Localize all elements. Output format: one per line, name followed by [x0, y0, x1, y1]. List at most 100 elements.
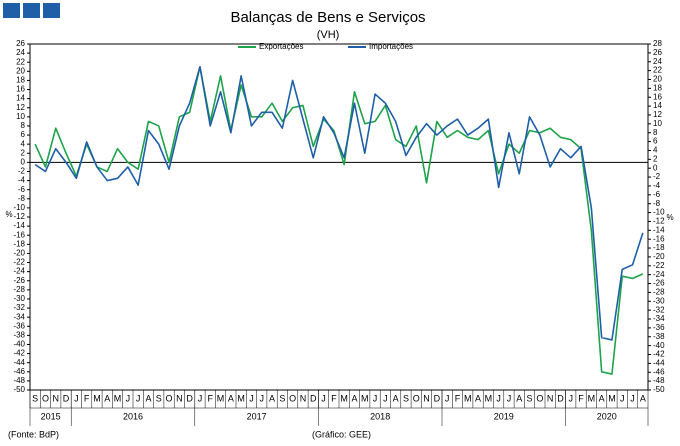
y-tick-label: -36: [13, 321, 25, 330]
y2-tick-label: -30: [653, 296, 665, 305]
icon[interactable]: [43, 3, 60, 18]
y-tick-label: -4: [18, 176, 26, 185]
x-tick-label: F: [331, 393, 337, 403]
x-tick-label: A: [228, 393, 234, 403]
x-tick-label: A: [640, 393, 646, 403]
y-tick-label: 20: [16, 66, 25, 75]
x-tick-label: J: [630, 393, 635, 403]
y-tick-label: 16: [16, 85, 25, 94]
y2-tick-label: -14: [653, 225, 665, 234]
y-tick-label: -42: [13, 349, 25, 358]
y-tick-label: -2: [18, 167, 26, 176]
x-tick-label: M: [340, 393, 348, 403]
legend-label: Importações: [369, 42, 413, 51]
y2-tick-label: -4: [653, 181, 661, 190]
x-tick-label: D: [434, 393, 441, 403]
y2-tick-label: -42: [653, 350, 665, 359]
icon[interactable]: [23, 3, 40, 18]
x-tick-label: F: [84, 393, 90, 403]
x-tick-label: N: [176, 393, 183, 403]
y-tick-label: -34: [13, 312, 25, 321]
year-label: 2015: [41, 411, 61, 421]
series-line: [34, 65, 644, 375]
x-tick-label: S: [403, 393, 409, 403]
y-tick-label: 14: [16, 94, 25, 103]
x-tick-label: O: [536, 393, 543, 403]
x-tick-label: A: [104, 393, 110, 403]
x-tick-label: J: [383, 393, 388, 403]
year-label: 2018: [370, 411, 390, 421]
x-tick-label: M: [93, 393, 101, 403]
y2-tick-label: -16: [653, 234, 665, 243]
credit-note: (Gráfico: GEE): [312, 429, 371, 439]
x-tick-label: J: [126, 393, 131, 403]
x-tick-label: J: [198, 393, 203, 403]
y-axis-label: %: [5, 210, 12, 219]
y2-tick-label: -22: [653, 261, 665, 270]
y-tick-label: -32: [13, 303, 25, 312]
x-tick-label: O: [289, 393, 296, 403]
x-tick-label: J: [74, 393, 79, 403]
y-tick-label: -38: [13, 330, 25, 339]
x-tick-label: A: [393, 393, 399, 403]
x-tick-label: J: [445, 393, 450, 403]
x-tick-label: A: [145, 393, 151, 403]
y2-tick-label: -18: [653, 243, 665, 252]
y-tick-label: -28: [13, 285, 25, 294]
x-tick-label: N: [423, 393, 430, 403]
y2-tick-label: 18: [653, 83, 662, 92]
y-tick-label: 26: [16, 39, 25, 48]
year-label: 2020: [597, 411, 617, 421]
y2-tick-label: -24: [653, 270, 665, 279]
x-tick-label: A: [475, 393, 481, 403]
y-tick-label: -14: [13, 221, 25, 230]
y2-tick-label: 22: [653, 66, 662, 75]
y2-tick-label: 6: [653, 137, 658, 146]
y-tick-label: -10: [13, 203, 25, 212]
x-tick-label: N: [547, 393, 554, 403]
x-tick-label: F: [455, 393, 461, 403]
y-tick-label: -48: [13, 376, 25, 385]
x-tick-label: S: [527, 393, 533, 403]
y2-tick-label: -8: [653, 199, 661, 208]
x-tick-label: M: [237, 393, 245, 403]
y-tick-label: -16: [13, 230, 25, 239]
x-tick-label: M: [217, 393, 225, 403]
x-tick-label: M: [464, 393, 472, 403]
x-tick-label: A: [516, 393, 522, 403]
x-tick-label: S: [32, 393, 38, 403]
y2-tick-label: 0: [653, 163, 658, 172]
y2-tick-label: -34: [653, 314, 665, 323]
y2-tick-label: -6: [653, 190, 661, 199]
y-tick-label: 0: [21, 157, 26, 166]
y2-tick-label: -46: [653, 367, 665, 376]
x-tick-label: N: [53, 393, 60, 403]
y-tick-label: -22: [13, 258, 25, 267]
y2-tick-label: -26: [653, 279, 665, 288]
y2-tick-label: -32: [653, 305, 665, 314]
x-tick-label: A: [269, 393, 275, 403]
y2-tick-label: 16: [653, 92, 662, 101]
y-tick-label: -40: [13, 340, 25, 349]
x-tick-label: M: [361, 393, 369, 403]
y-tick-label: 22: [16, 57, 25, 66]
y-tick-label: -18: [13, 239, 25, 248]
y2-tick-label: -44: [653, 358, 665, 367]
x-tick-label: D: [186, 393, 193, 403]
y-tick-label: 2: [21, 148, 26, 157]
x-tick-label: J: [507, 393, 512, 403]
x-tick-label: J: [136, 393, 141, 403]
y-tick-label: -26: [13, 276, 25, 285]
icon[interactable]: [3, 3, 20, 18]
year-label: 2017: [247, 411, 267, 421]
y-tick-label: 4: [21, 139, 26, 148]
x-tick-label: F: [208, 393, 214, 403]
y2-tick-label: 8: [653, 128, 658, 137]
y2-tick-label: -28: [653, 288, 665, 297]
y2-tick-label: -10: [653, 208, 665, 217]
y2-tick-label: -36: [653, 323, 665, 332]
x-tick-label: J: [260, 393, 265, 403]
y-tick-label: -24: [13, 267, 25, 276]
x-tick-label: J: [249, 393, 254, 403]
y2-tick-label: -38: [653, 332, 665, 341]
